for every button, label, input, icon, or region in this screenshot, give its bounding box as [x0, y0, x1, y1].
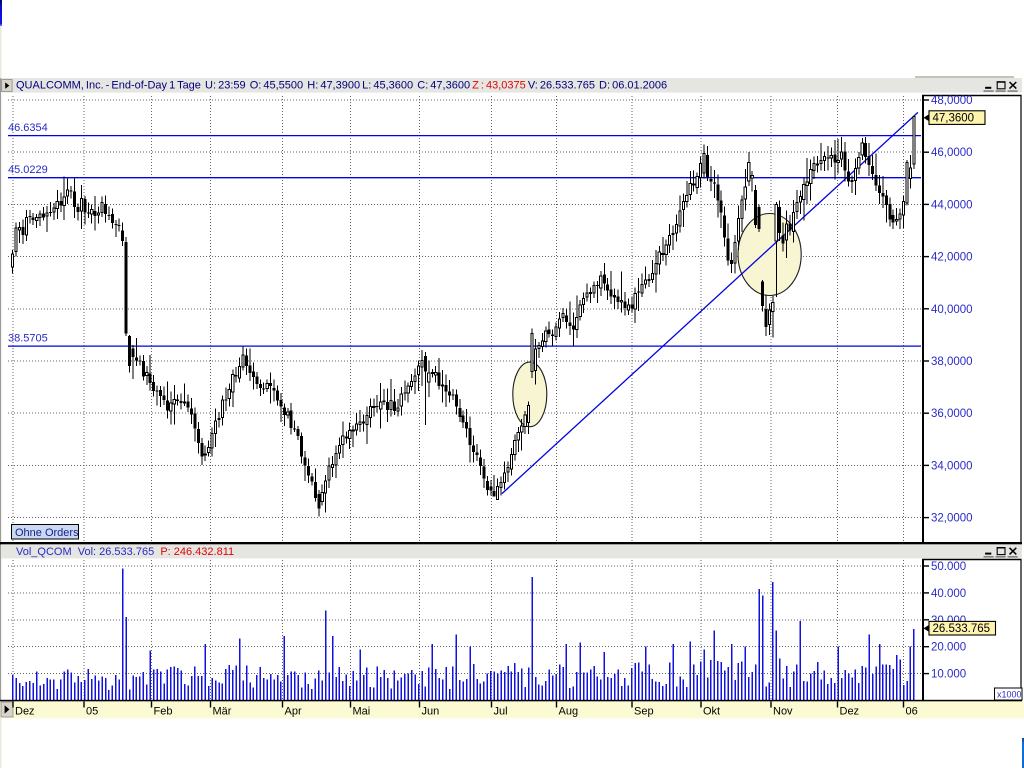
svg-text:45.0229: 45.0229: [8, 164, 48, 176]
svg-text:20.000: 20.000: [931, 642, 966, 654]
svg-text:Dez: Dez: [840, 706, 860, 718]
svg-text:Mär: Mär: [213, 706, 232, 718]
svg-text:Sep: Sep: [634, 706, 654, 718]
svg-text:42,0000: 42,0000: [931, 252, 973, 264]
svg-text:46,0000: 46,0000: [931, 147, 973, 159]
svg-text:32,0000: 32,0000: [931, 513, 973, 525]
svg-text:Okt: Okt: [703, 706, 720, 718]
svg-text:44,0000: 44,0000: [931, 199, 973, 211]
svg-text:47,3600: 47,3600: [933, 113, 975, 125]
svg-text:Mai: Mai: [353, 706, 371, 718]
svg-text:50.000: 50.000: [931, 561, 966, 573]
svg-text:Nov: Nov: [773, 706, 793, 718]
svg-text:40.000: 40.000: [931, 588, 966, 600]
svg-text:Feb: Feb: [154, 706, 173, 718]
svg-text:34,0000: 34,0000: [931, 460, 973, 472]
svg-text:Ohne Orders: Ohne Orders: [15, 527, 79, 539]
svg-text:Jul: Jul: [494, 706, 508, 718]
svg-text:Aug: Aug: [559, 706, 579, 718]
svg-text:46.6354: 46.6354: [8, 122, 48, 134]
svg-text:36,0000: 36,0000: [931, 408, 973, 420]
svg-text:Apr: Apr: [285, 706, 302, 718]
svg-text:38.5705: 38.5705: [8, 333, 48, 345]
svg-text:26.533.765: 26.533.765: [933, 623, 991, 635]
svg-text:QUALCOMM, Inc. - End-of-Day 1: QUALCOMM, Inc. - End-of-Day 1 Tage U: 23…: [16, 80, 667, 92]
svg-text:48,0000: 48,0000: [931, 95, 973, 107]
svg-text:Dez: Dez: [15, 706, 35, 718]
svg-text:06: 06: [906, 706, 918, 718]
svg-text:10.000: 10.000: [931, 669, 966, 681]
svg-text:Vol_QCOM Vol: 26.533.765 P:: Vol_QCOM Vol: 26.533.765 P: 246.432.811: [16, 546, 234, 558]
svg-text:38,0000: 38,0000: [931, 356, 973, 368]
svg-text:x1000: x1000: [997, 689, 1022, 699]
svg-text:40,0000: 40,0000: [931, 304, 973, 316]
svg-text:05: 05: [86, 706, 98, 718]
svg-text:Jun: Jun: [422, 706, 440, 718]
